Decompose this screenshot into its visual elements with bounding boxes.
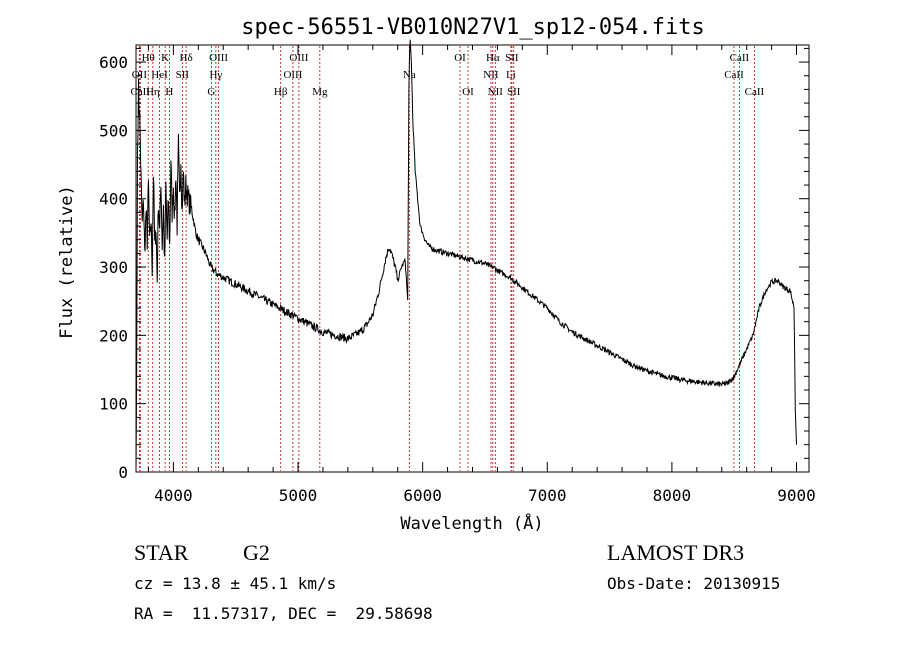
spectrum-series — [135, 39, 797, 473]
object-class: STAR — [134, 540, 189, 565]
line-label: Li — [506, 69, 516, 81]
line-label: Hθ — [142, 52, 155, 64]
line-label: NII — [483, 69, 499, 81]
x-tick-label: 6000 — [403, 486, 442, 505]
line-markers — [138, 46, 755, 471]
observation-date: Obs-Date: 20130915 — [607, 574, 780, 593]
line-label: CaII — [745, 86, 765, 98]
line-label: OI — [462, 86, 474, 98]
line-label: H — [165, 86, 173, 98]
y-tick-label: 200 — [99, 326, 128, 345]
line-label: K — [161, 52, 169, 64]
line-label: Hβ — [274, 86, 288, 98]
x-tick-label: 4000 — [154, 486, 193, 505]
x-tick-label: 8000 — [653, 486, 692, 505]
y-tick-label: 100 — [99, 395, 128, 414]
line-label: SII — [505, 52, 519, 64]
x-tick-label: 5000 — [279, 486, 318, 505]
y-tick-label: 0 — [118, 463, 128, 482]
coordinates: RA = 11.57317, DEC = 29.58698 — [134, 604, 433, 623]
line-labels: HθOIICaIIHηHeIKHSIIHδGOIIIHγHβOIIIOIIIMg… — [130, 52, 764, 98]
y-axis-label: Flux (relative) — [57, 185, 77, 339]
x-axis-ticks: 4000 5000 6000 7000 8000 9000 — [147, 45, 816, 505]
line-label: Hδ — [180, 52, 193, 64]
line-label: OII — [132, 69, 148, 81]
line-label: CaII — [730, 52, 750, 64]
line-label: CaII — [130, 86, 150, 98]
line-label: SII — [507, 86, 521, 98]
line-label: HeI — [151, 69, 168, 81]
y-tick-label: 400 — [99, 190, 128, 209]
line-label: Mg — [312, 86, 328, 98]
y-tick-label: 500 — [99, 121, 128, 140]
line-label: G — [207, 86, 215, 98]
plot-frame — [135, 44, 810, 473]
line-label: Na — [403, 69, 416, 81]
redshift-cz: cz = 13.8 ± 45.1 km/s — [134, 574, 336, 593]
chart-title: spec-56551-VB010N27V1_sp12-054.fits — [241, 15, 705, 40]
y-tick-label: 300 — [99, 258, 128, 277]
line-label: OIII — [209, 52, 228, 64]
line-label: Hα — [486, 52, 500, 64]
line-label: SII — [176, 69, 190, 81]
line-label: OIII — [289, 52, 308, 64]
x-tick-label: 7000 — [528, 486, 567, 505]
line-label: NII — [488, 86, 504, 98]
line-label: OIII — [283, 69, 302, 81]
object-subclass: G2 — [243, 540, 270, 565]
line-label: Hγ — [209, 69, 222, 81]
survey-name: LAMOST DR3 — [607, 540, 744, 565]
line-label: CaII — [724, 69, 744, 81]
spectrum-line — [135, 39, 797, 473]
x-axis-label: Wavelength (Å) — [400, 512, 543, 534]
line-label: Hη — [146, 86, 160, 98]
x-tick-label: 9000 — [777, 486, 816, 505]
y-axis-ticks: 0 100 200 300 400 500 600 — [99, 47, 809, 482]
y-tick-label: 600 — [99, 53, 128, 72]
line-label: OI — [454, 52, 466, 64]
